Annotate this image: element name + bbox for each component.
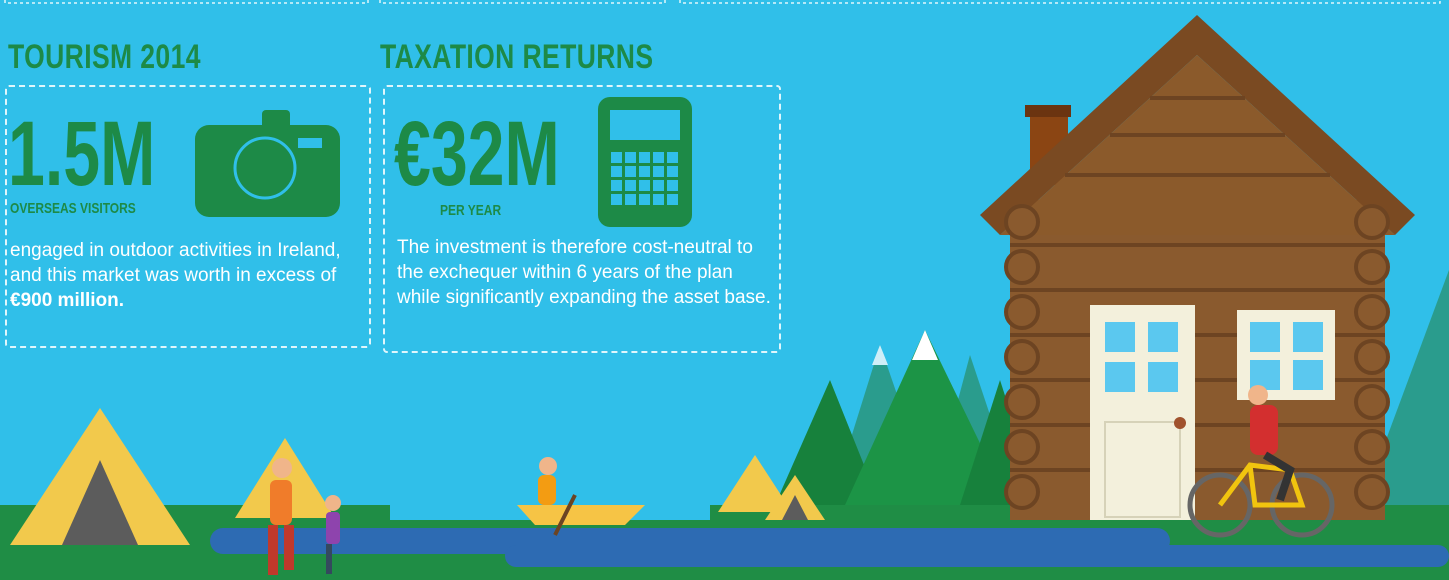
camera-icon [195,110,340,217]
calculator-key [653,152,664,163]
calculator-key [653,194,664,205]
calculator-key [625,152,636,163]
calculator-key [639,166,650,177]
stat-figure: 1.5M [8,103,156,205]
calculator-key [611,194,622,205]
calculator-key [667,180,678,191]
calculator-key [667,166,678,177]
mountains [775,330,1040,505]
calculator-key [653,180,664,191]
section-title: TAXATION RETURNS [380,38,654,76]
calculator-key [639,194,650,205]
stat-body: engaged in outdoor activities in Ireland… [10,238,355,313]
stat-box [5,85,371,348]
calculator-key [611,166,622,177]
boat [517,457,645,536]
calculator-key [639,180,650,191]
calculator-key [667,194,678,205]
stat-caption: PER YEAR [440,202,502,219]
body-highlight: €900 million. [10,290,125,311]
cabin [980,15,1415,520]
calculator-key [653,166,664,177]
top-box-edges [4,0,1441,4]
calculator-key [611,152,622,163]
stat-caption: OVERSEAS VISITORS [10,200,136,217]
calculator-key [625,166,636,177]
hikers [268,458,341,575]
stat-body: The investment is therefore cost-neutral… [397,237,771,308]
river [505,545,1449,567]
calculator-key [611,180,622,191]
calculator-key [625,180,636,191]
stat-figure: €32M [394,103,560,205]
stat-box [383,85,781,353]
tent [10,408,825,545]
calculator-key [639,152,650,163]
calculator-key [625,194,636,205]
calculator-icon [598,97,692,227]
section-title: TOURISM 2014 [8,38,201,76]
body-text: engaged in outdoor activities in Ireland… [10,240,341,286]
calculator-key [667,152,678,163]
cyclist [1187,385,1335,538]
